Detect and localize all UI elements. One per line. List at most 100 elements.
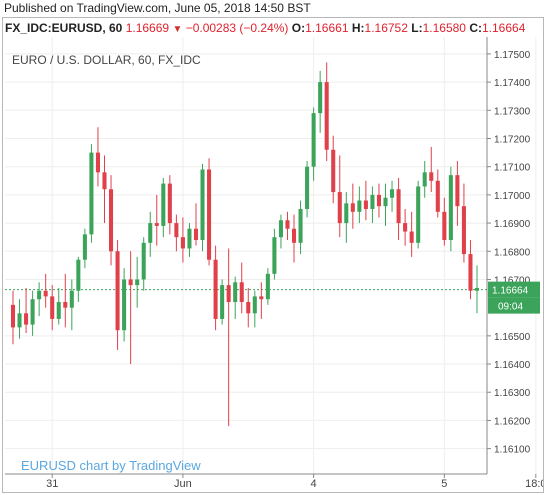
last-price-tag-label: 1.16664 [492,286,529,297]
candle-body [357,200,362,212]
candle-body [422,172,427,187]
y-tick-label: 1.16200 [494,416,531,427]
candlestick-chart[interactable]: 1.17500 1.17400 1.17300 1.17200 1.17100 1.170… [3,37,543,492]
candle-body [461,206,466,255]
y-tick-label: 1.17500 [494,50,531,61]
candle-body [167,183,172,224]
candle-body [305,166,310,209]
candle-body [10,304,16,328]
chart-title: EURO / U.S. DOLLAR, 60, FX_IDC [12,53,201,67]
candle-body [442,211,447,240]
y-tick-label: 1.16400 [494,360,531,371]
y-tick-label: 1.16900 [494,219,531,230]
candle-body [174,223,179,238]
candle-body [128,279,133,286]
y-tick-label: 1.17200 [494,134,531,145]
watermark: EURUSD chart by TradingView [21,458,201,473]
symbol-label: FX_IDC:EURUSD, 60 [5,21,123,35]
candle-body [122,279,127,331]
candle-body [161,183,166,226]
candle-body [102,172,107,190]
candle-body [403,223,408,232]
candle-body [298,208,303,243]
y-tick-label: 1.17300 [494,106,531,117]
x-tick-label: 18:0 [525,478,543,490]
candle-body [233,282,238,303]
last-price-tag [488,281,540,298]
candle-body [331,149,336,193]
candle-body [448,175,453,240]
change-value: −0.00283 (−0.24%) [185,21,289,35]
y-tick-label: 1.17400 [494,78,531,89]
close-value: 1.16664 [482,21,526,35]
candle-body [180,237,185,249]
candle-body [246,302,251,314]
candle-body [226,285,231,303]
candle-body [50,296,55,319]
candle-body [383,197,388,207]
candle-body [24,313,29,325]
candle-body [344,203,349,224]
candle-body [416,186,421,243]
candle-body [468,254,473,291]
candle-body [193,228,199,240]
candle-body [239,282,244,303]
ohlc-legend: FX_IDC:EURUSD, 60 1.16669 ▼ −0.00283 (−0… [5,20,525,36]
candle-body [318,82,323,114]
candle-body [56,302,61,319]
countdown-tag [488,297,540,314]
low-value: 1.16580 [422,21,466,35]
countdown-label: 09:04 [498,302,523,313]
low-label: L: [411,21,423,35]
candle-body [82,234,87,260]
candle-body [76,259,81,291]
x-tick-label: 4 [311,478,317,490]
candle-body [272,237,277,274]
high-value: 1.16752 [364,21,408,35]
candle-body [89,152,94,235]
candle-body [148,223,153,243]
open-value: 1.16661 [305,21,349,35]
candle-body [109,189,114,252]
candle-body [115,251,120,331]
high-label: H: [351,21,365,35]
candle-body [213,259,218,319]
candle-body [187,228,192,249]
candle-body [291,228,297,243]
candle-body [265,273,270,300]
candle-body [324,82,329,150]
candle-body [429,172,434,181]
candle-body [311,113,316,167]
candle-body [43,290,48,297]
y-tick-label: 1.16300 [494,388,531,399]
candle-body [135,279,140,286]
candle-body [435,180,440,212]
candle-body [409,231,414,243]
y-tick-label: 1.17000 [494,191,531,202]
y-tick-label: 1.16700 [494,275,531,286]
last-price-value: 1.16669 [125,21,170,35]
candle-body [259,296,264,300]
y-tick-label: 1.16800 [494,247,531,258]
x-tick-label: 5 [441,478,447,490]
candle-body [390,189,395,198]
x-tick-label: 31 [46,478,58,490]
candle-body [207,169,212,260]
candle-body [278,220,283,238]
candle-body [252,296,257,314]
close-label: C: [469,21,482,35]
y-tick-label: 1.16500 [494,332,531,343]
candle-body [474,287,480,291]
chart-frame[interactable]: FX_IDC:EURUSD, 60 1.16669 ▼ −0.00283 (−0… [2,17,544,493]
candle-body [17,313,22,328]
candle-body [154,223,159,226]
open-label: O: [291,21,306,35]
candle-body [370,194,375,209]
down-arrow-icon: ▼ [172,24,183,35]
candle-body [220,285,225,319]
candle-body [63,302,68,308]
candle-body [337,192,342,224]
y-tick-label: 1.17100 [494,163,531,174]
published-caption: Published on TradingView.com, June 05, 2… [4,1,311,15]
candle-body [363,200,368,209]
